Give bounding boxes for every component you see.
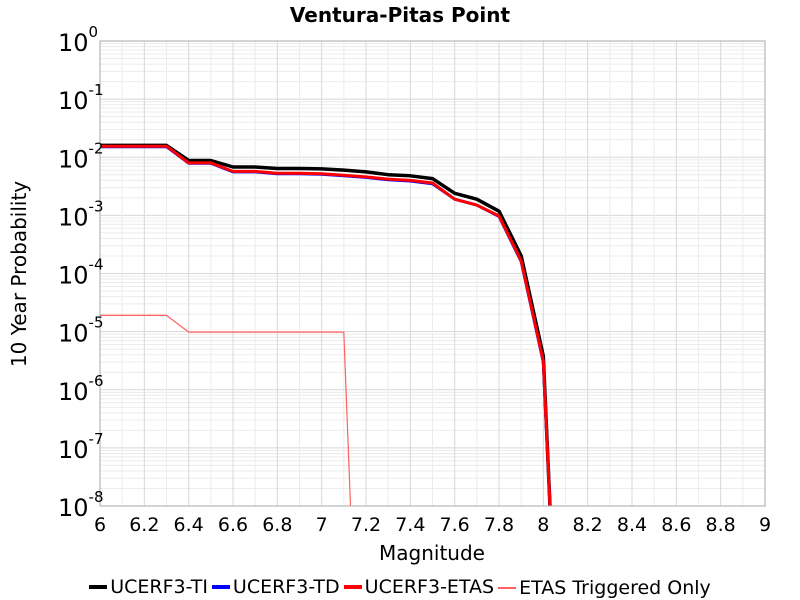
x-tick-label: 6.8 (262, 514, 292, 536)
x-axis-label: Magnitude (379, 541, 485, 565)
x-tick-label: 6.4 (174, 514, 204, 536)
x-tick-label: 7 (316, 514, 328, 536)
x-tick-label: 6 (94, 514, 106, 536)
x-tick-label: 6.2 (129, 514, 159, 536)
legend-item: ETAS Triggered Only (498, 577, 711, 599)
legend-item: UCERF3-TD (211, 576, 340, 598)
series-line-ucerf3-etas (100, 144, 552, 507)
y-axis-label: 10 Year Probability (7, 181, 31, 367)
x-tick-labels: 6 6.2 6.4 6.6 6.8 7 7.2 7.4 7.6 7.8 8 8.2 8.4 8.6 8.8 9 (94, 514, 771, 536)
x-tick-label: 8.2 (573, 514, 603, 536)
y-tick-label: 10-3 (58, 197, 104, 231)
legend-label: UCERF3-ETAS (364, 576, 495, 598)
legend-swatch (211, 585, 230, 589)
chart-title: Ventura-Pitas Point (290, 3, 511, 27)
legend-swatch (498, 587, 517, 589)
legend-swatch (89, 585, 108, 589)
x-tick-label: 8.8 (706, 514, 736, 536)
series-line-etas-triggered-only (100, 314, 352, 507)
series-lines (100, 143, 552, 507)
x-tick-label: 9 (759, 514, 771, 536)
plot-border (99, 40, 766, 507)
legend-item: UCERF3-ETAS (343, 576, 495, 598)
legend-label: ETAS Triggered Only (519, 577, 711, 599)
legend-item: UCERF3-TI (89, 576, 208, 598)
chart: Ventura-Pitas Point 6 6.2 6.4 6.6 6.8 7 7.2 7.4… (7, 3, 771, 565)
x-tick-label: 7.2 (351, 514, 381, 536)
x-tick-label: 6.6 (218, 514, 248, 536)
y-tick-label: 10-8 (58, 488, 104, 522)
y-tick-label: 100 (58, 23, 98, 57)
y-tick-label: 10-2 (58, 139, 104, 173)
x-tick-label: 7.8 (484, 514, 514, 536)
y-tick-labels: 100 10-1 10-2 10-3 10-4 10-5 10-6 10-7 10-8 (58, 23, 104, 522)
legend: UCERF3-TI UCERF3-TD UCERF3-ETAS ETAS Trigge… (0, 572, 800, 599)
x-tick-label: 8 (537, 514, 549, 536)
y-tick-label: 10-1 (58, 81, 104, 115)
legend-swatch (343, 585, 362, 589)
x-tick-label: 8.6 (661, 514, 691, 536)
legend-label: UCERF3-TD (232, 576, 340, 598)
legend-label: UCERF3-TI (110, 576, 208, 598)
y-tick-label: 10-4 (58, 256, 104, 290)
x-tick-label: 7.6 (440, 514, 470, 536)
x-tick-label: 7.4 (395, 514, 425, 536)
y-tick-label: 10-5 (58, 314, 104, 348)
y-tick-label: 10-7 (58, 430, 104, 464)
gridlines (99, 40, 766, 507)
x-tick-label: 8.4 (617, 514, 647, 536)
y-tick-label: 10-6 (58, 372, 104, 406)
